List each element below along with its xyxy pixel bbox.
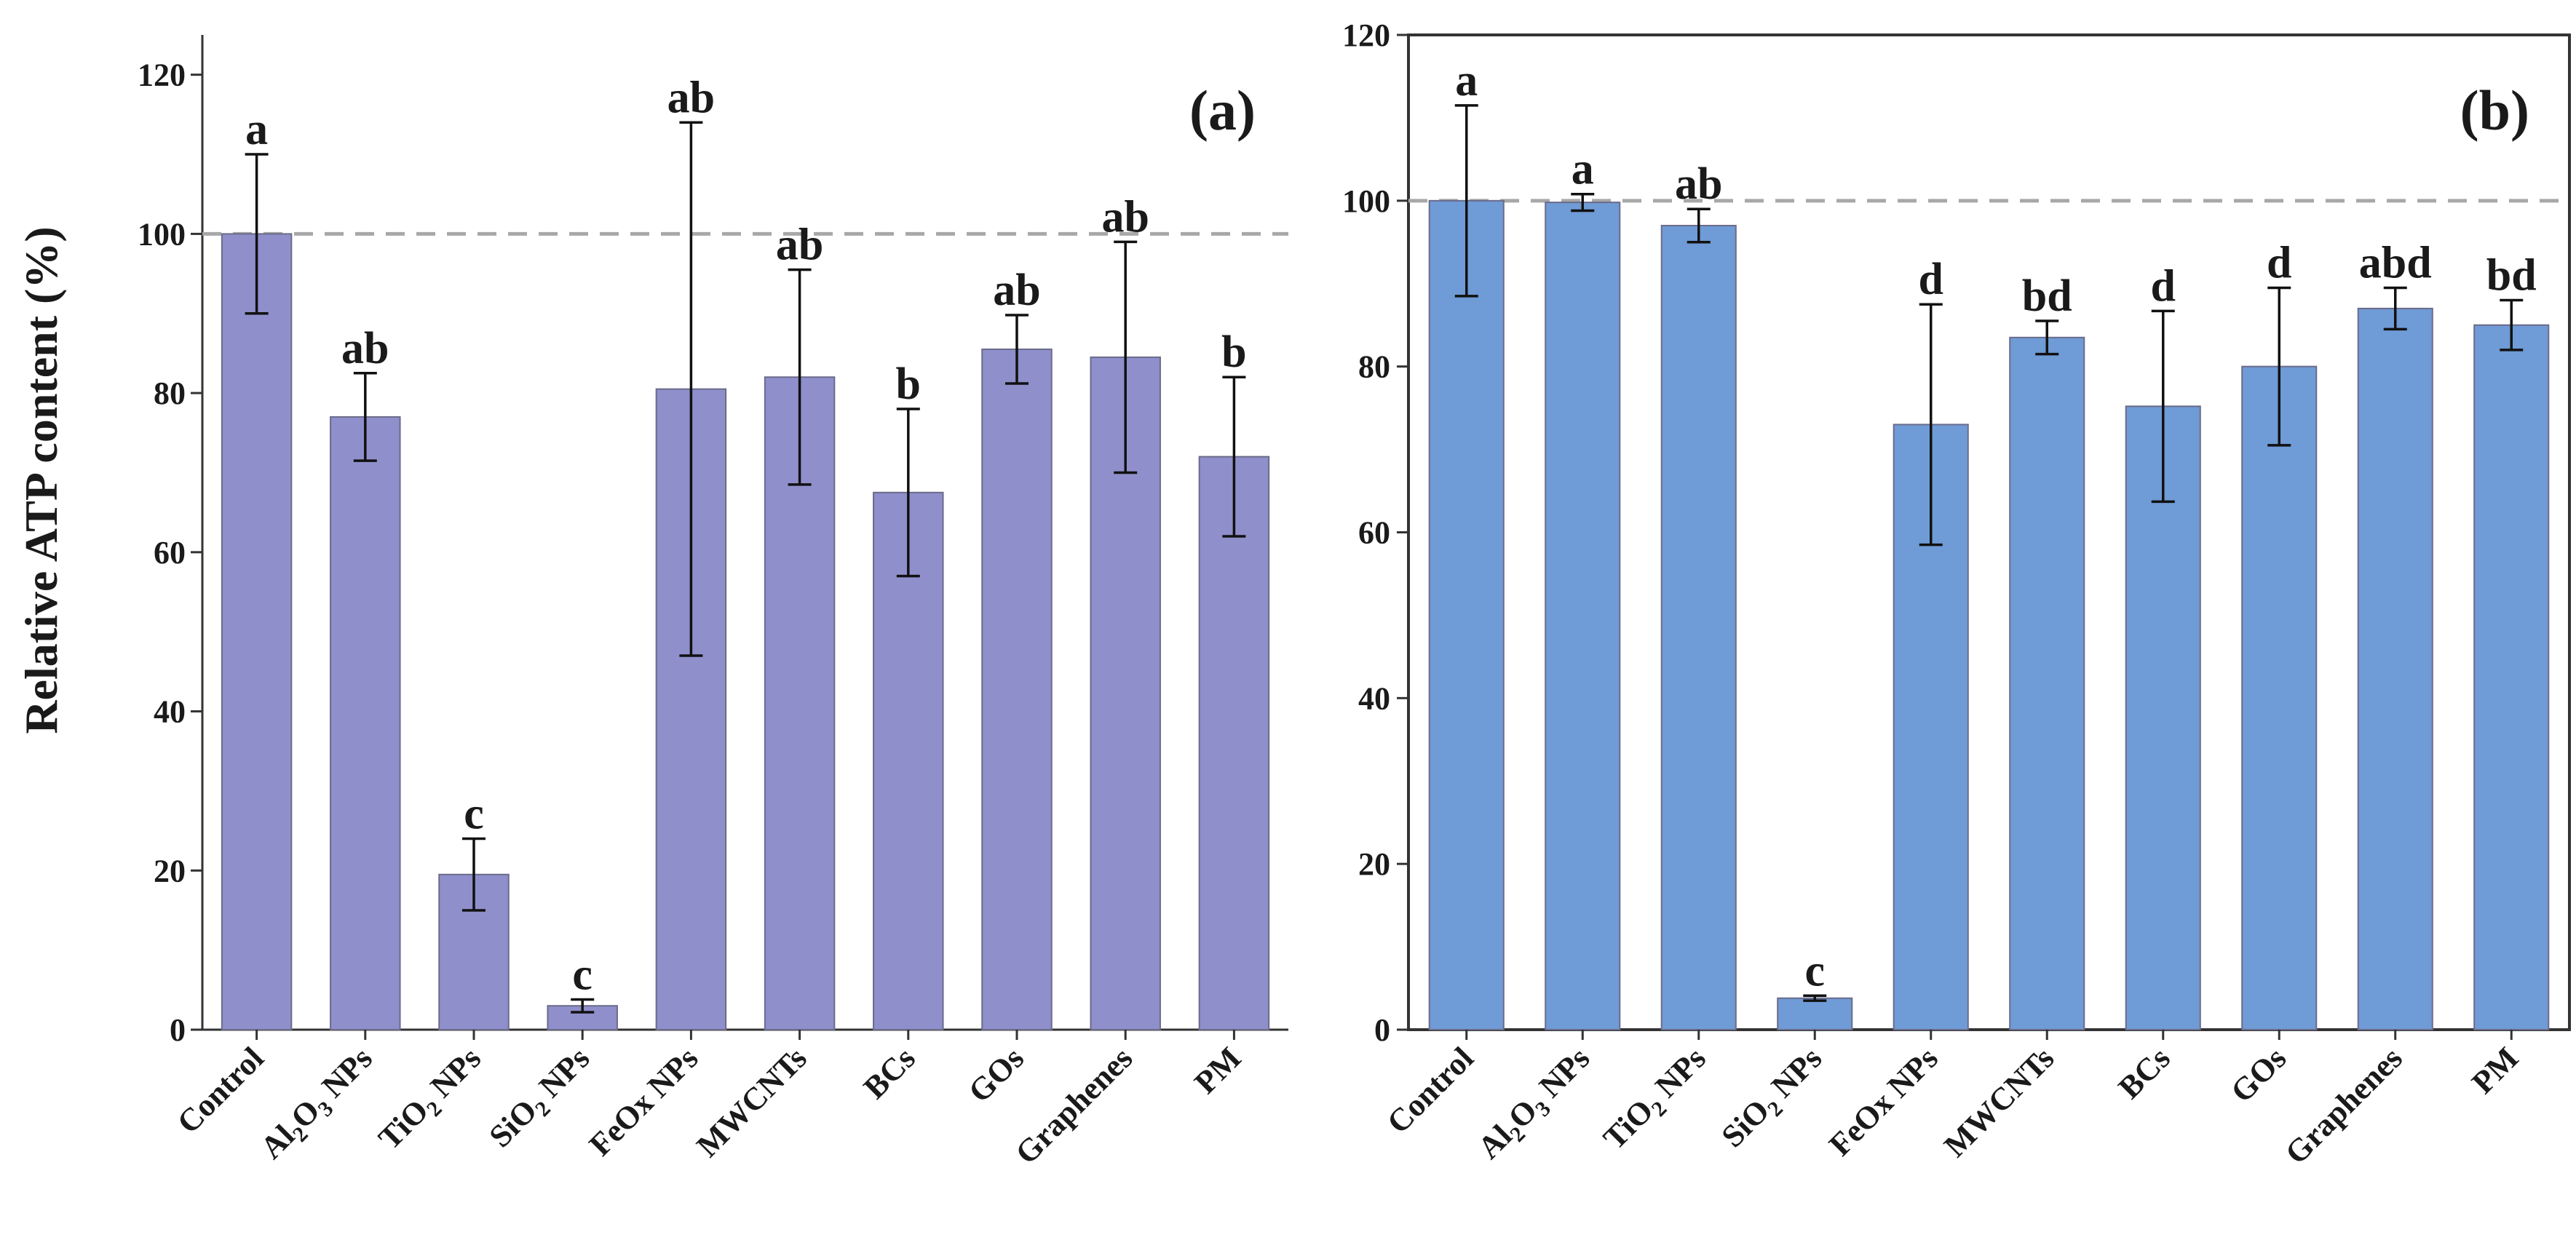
bar bbox=[221, 233, 293, 1030]
significance-label: d bbox=[1919, 255, 1943, 304]
y-tick-label: 40 bbox=[154, 694, 186, 730]
panel-b: 0 20 40 60 80 100 120 a Control a Al2O3 NPs ab TiO2 … bbox=[1342, 17, 2571, 1171]
bar bbox=[330, 416, 401, 1030]
y-axis-title: Relative ATP content (%) bbox=[15, 226, 67, 734]
category-label: MWCNTs bbox=[690, 1040, 814, 1164]
y-tick-label: 20 bbox=[154, 853, 186, 889]
significance-label: ab bbox=[993, 266, 1040, 315]
significance-label: a bbox=[245, 105, 268, 154]
category-label: SiO2 NPs bbox=[483, 1040, 601, 1158]
bar bbox=[2125, 405, 2201, 1030]
significance-label: c bbox=[464, 790, 484, 839]
bar bbox=[2473, 324, 2550, 1031]
significance-label: abd bbox=[2359, 238, 2432, 287]
significance-label: b bbox=[1221, 327, 1246, 377]
bar bbox=[981, 348, 1053, 1030]
significance-label: c bbox=[572, 950, 593, 999]
bar bbox=[2009, 336, 2085, 1030]
significance-label: ab bbox=[667, 73, 715, 122]
bar bbox=[764, 376, 836, 1030]
category-label: Al2O3 NPs bbox=[253, 1040, 382, 1169]
y-tick-label: 60 bbox=[154, 535, 186, 571]
bar bbox=[1660, 225, 1737, 1031]
category-label: MWCNTs bbox=[1937, 1040, 2061, 1164]
bar bbox=[873, 491, 944, 1030]
category-label: Control bbox=[170, 1040, 271, 1140]
category-label: PM bbox=[2465, 1040, 2525, 1100]
category-label: FeOx NPs bbox=[582, 1040, 705, 1163]
category-label: Al2O3 NPs bbox=[1471, 1040, 1600, 1169]
significance-label: ab bbox=[341, 324, 389, 373]
y-tick-label: 60 bbox=[1358, 515, 1390, 551]
category-label: BCs bbox=[857, 1040, 922, 1105]
y-tick-label: 0 bbox=[170, 1012, 186, 1048]
bar bbox=[2357, 307, 2433, 1030]
significance-label: bd bbox=[2022, 271, 2072, 321]
category-label: Control bbox=[1380, 1040, 1481, 1140]
y-tick-label: 100 bbox=[138, 216, 186, 252]
significance-label: d bbox=[2267, 238, 2291, 287]
significance-label: c bbox=[1804, 946, 1825, 995]
y-tick-label: 80 bbox=[1358, 349, 1390, 385]
category-label: Graphenes bbox=[1008, 1040, 1139, 1171]
significance-label: ab bbox=[776, 220, 823, 270]
category-label: GOs bbox=[2224, 1040, 2293, 1109]
bar bbox=[1428, 199, 1505, 1030]
panel-label: (a) bbox=[1189, 79, 1256, 142]
category-label: GOs bbox=[962, 1040, 1031, 1109]
significance-label: ab bbox=[1675, 159, 1722, 209]
y-tick-label: 100 bbox=[1342, 183, 1390, 219]
bar bbox=[1198, 456, 1270, 1030]
significance-label: a bbox=[1455, 56, 1478, 106]
significance-label: ab bbox=[1101, 192, 1149, 242]
panel-a: 0 20 40 60 80 100 120 a Control ab Al2O3 NPs c TiO2 … bbox=[138, 35, 1288, 1171]
panel-label: (b) bbox=[2460, 79, 2529, 142]
category-label: FeOx NPs bbox=[1822, 1040, 1945, 1163]
bar bbox=[2241, 365, 2318, 1030]
category-label: BCs bbox=[2112, 1040, 2177, 1105]
category-label: PM bbox=[1187, 1040, 1248, 1100]
y-tick-label: 80 bbox=[154, 375, 186, 411]
significance-label: bd bbox=[2486, 251, 2537, 301]
y-tick-label: 20 bbox=[1358, 846, 1390, 882]
y-tick-label: 120 bbox=[1342, 17, 1390, 53]
significance-label: a bbox=[1572, 145, 1594, 194]
category-label: TiO2 NPs bbox=[1596, 1040, 1716, 1160]
y-tick-label: 0 bbox=[1374, 1012, 1390, 1048]
category-label: TiO2 NPs bbox=[371, 1040, 491, 1160]
category-label: Graphenes bbox=[2278, 1040, 2409, 1171]
significance-label: b bbox=[896, 359, 921, 409]
category-label: SiO2 NPs bbox=[1715, 1040, 1833, 1158]
y-tick-label: 120 bbox=[138, 57, 186, 93]
bar bbox=[1545, 202, 1621, 1030]
bar bbox=[1777, 997, 1853, 1031]
y-tick-label: 40 bbox=[1358, 680, 1390, 716]
significance-label: d bbox=[2151, 261, 2176, 311]
